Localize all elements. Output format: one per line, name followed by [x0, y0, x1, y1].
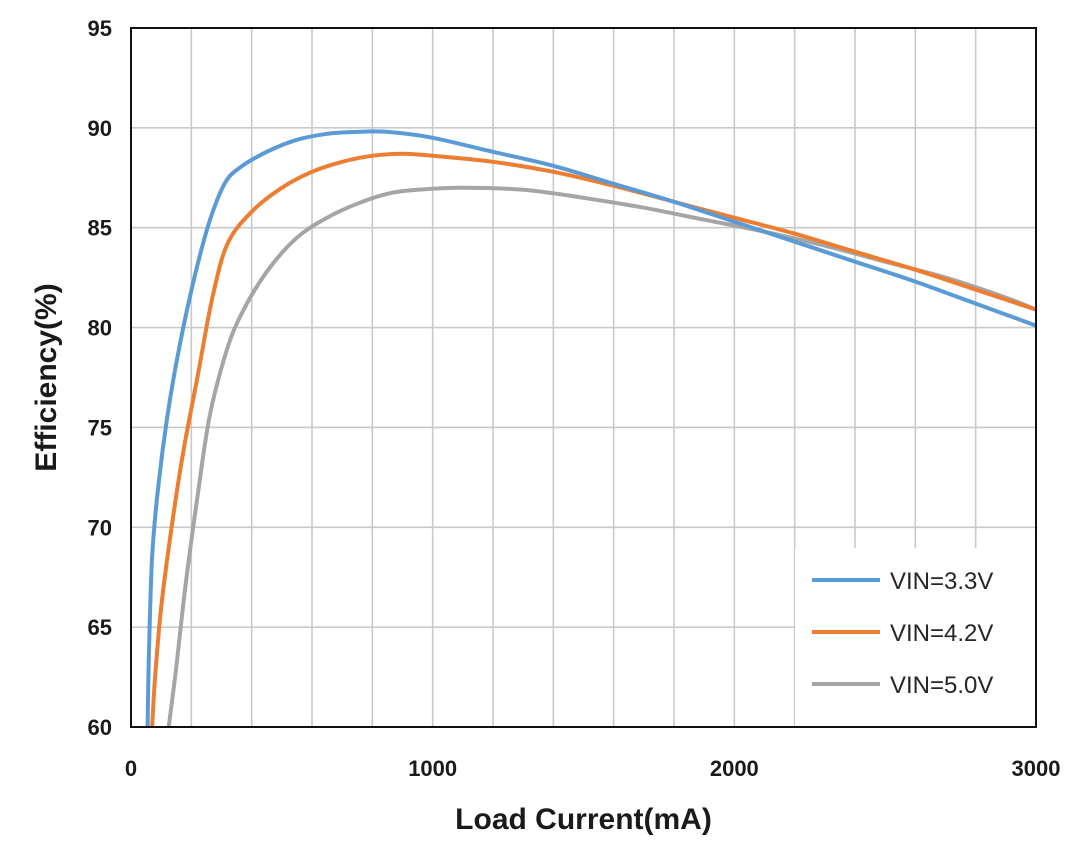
x-axis-title: Load Current(mA) [455, 803, 712, 836]
y-tick-label: 90 [88, 116, 112, 141]
x-tick-label: 2000 [710, 756, 759, 781]
y-tick-label: 60 [88, 715, 112, 740]
series-line-vin-3-3v [145, 129, 1036, 727]
plot-area-border [130, 27, 1037, 728]
y-axis-title: Efficiency(%) [30, 283, 63, 471]
legend-label-vin-5-0v: VIN=5.0V [890, 672, 993, 699]
x-tick-label: 3000 [1012, 756, 1061, 781]
legend-label-vin-4-2v: VIN=4.2V [890, 620, 993, 647]
y-tick-label: 80 [88, 316, 112, 341]
x-axis-ticks: 0 1000 2000 3000 [125, 756, 1061, 781]
series-line-vin-4-2v [150, 151, 1036, 727]
y-tick-label: 65 [88, 615, 112, 640]
series-lines [145, 129, 1036, 727]
series-line-vin-5-0v [166, 185, 1036, 727]
legend-background [795, 548, 1035, 726]
y-tick-label: 95 [88, 16, 112, 41]
y-tick-label: 70 [88, 515, 112, 540]
y-axis-ticks: 60 65 70 75 80 85 90 95 [88, 16, 112, 740]
legend: VIN=3.3V VIN=4.2V VIN=5.0V [812, 568, 993, 699]
x-tick-label: 1000 [408, 756, 457, 781]
y-tick-label: 85 [88, 216, 112, 241]
y-tick-label: 75 [88, 415, 112, 440]
legend-label-vin-3-3v: VIN=3.3V [890, 568, 993, 595]
x-tick-label: 0 [125, 756, 137, 781]
